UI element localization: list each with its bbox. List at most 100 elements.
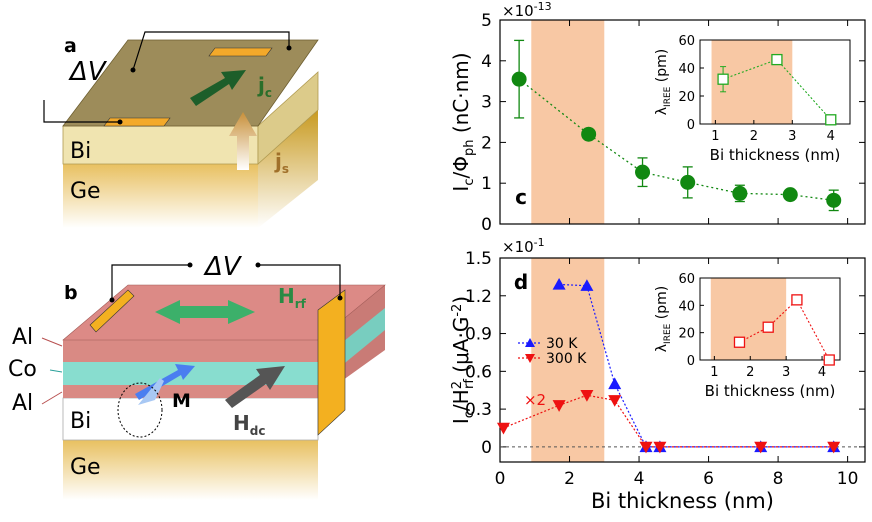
plot-frame	[499, 19, 866, 225]
y-tick-label: 2	[481, 133, 492, 153]
al-bottom-label: Al	[12, 391, 33, 416]
y-tick-label: 1.2	[465, 287, 492, 307]
ge-side-a	[258, 110, 318, 228]
inset-x-tick-label: 1	[711, 129, 719, 144]
plot-frame	[699, 39, 851, 125]
jc-label: jc	[257, 73, 272, 100]
al-top-label: Al	[12, 325, 33, 350]
inset-point-2	[791, 294, 803, 306]
inset-x-tick-label: 3	[782, 365, 790, 380]
al-top-layer	[63, 340, 318, 362]
inset-point-3	[823, 354, 835, 366]
js-label: js	[274, 149, 289, 176]
shaded-region	[710, 278, 787, 360]
ge-layer-b	[63, 440, 318, 500]
inset-point-1	[762, 321, 774, 333]
y-tick-label: 0.9	[465, 325, 492, 345]
chart-c: 0 1 2 3 4 5 ×10-13 Ic/Φph (nC·nm) c 0 20 40 60 1 2 3 4 Bi…	[449, 0, 866, 235]
annotation-x2: ×2	[524, 391, 546, 409]
inset-x-tick-label: 4	[827, 129, 835, 144]
series-0-point-0	[552, 277, 566, 290]
y-tick-label: 0	[481, 438, 492, 458]
legend-label-0: 30 K	[546, 336, 578, 352]
series-1-point-7	[827, 441, 841, 454]
inset-y-tick-label: 0	[687, 354, 695, 369]
wire-top-a	[132, 31, 290, 71]
legend-marker-0	[525, 338, 535, 347]
x-tick-label: 8	[773, 469, 784, 489]
shaded-region	[531, 20, 605, 224]
panel-a-schematic: a ΔV jc js Bi Ge	[43, 31, 319, 228]
series-0-point-2	[608, 377, 622, 390]
multiplier-label: ×10-1	[502, 236, 545, 256]
x-tick-label: 10	[837, 469, 859, 489]
data-point-5	[782, 187, 798, 203]
inset-x-label: Bi thickness (nm)	[710, 146, 841, 164]
top-surface-a	[62, 39, 319, 127]
electrode-top-a	[208, 47, 273, 57]
series-1-point-1	[552, 400, 566, 412]
inset-line	[739, 298, 830, 361]
inset-y-tick-label: 40	[678, 299, 695, 314]
precession-circle	[117, 382, 163, 438]
m-label: M	[172, 390, 191, 412]
inset-point-0	[733, 336, 746, 348]
data-point-3	[680, 174, 696, 190]
ge-label-a: Ge	[70, 179, 101, 204]
y-tick-label: 5	[481, 11, 492, 31]
voltage-label-a: ΔV	[68, 57, 108, 87]
y-tick-label: 3	[481, 93, 492, 113]
y-tick-label: 0.6	[465, 362, 492, 382]
y-tick-label: 4	[481, 52, 492, 72]
inset-y-label: λIREE (pm)	[654, 286, 673, 352]
data-point-2	[635, 164, 651, 180]
series-1-point-3	[608, 395, 622, 407]
series-1-point-2	[580, 390, 594, 402]
bi-side-a	[257, 71, 319, 165]
bi-layer-a	[62, 125, 259, 165]
hrf-label: Hrf	[278, 284, 307, 311]
x-tick-label: 0	[495, 469, 506, 489]
x-tick-label: 6	[703, 469, 714, 489]
data-point-6	[826, 192, 842, 208]
y-tick-label: 1.5	[465, 249, 492, 269]
panel-letter-b: b	[64, 282, 78, 304]
hrf-arrow	[155, 300, 255, 324]
inset-y-tick-label: 20	[678, 327, 695, 342]
plot-frame	[699, 277, 841, 361]
inset-y-tick-label: 40	[678, 62, 695, 77]
bi-label-b: Bi	[70, 409, 91, 434]
js-arrow	[229, 112, 257, 170]
data-point-1	[581, 126, 597, 142]
y-tick-label: 1	[481, 174, 492, 194]
series-1-point-6	[754, 441, 768, 454]
x-tick-label: 2	[564, 469, 575, 489]
panel-letter-a: a	[64, 35, 77, 57]
series-0-point-1	[580, 279, 594, 291]
inset-x-tick-label: 3	[788, 129, 796, 144]
ge-layer-a	[63, 164, 258, 228]
inset-point-1	[771, 53, 783, 66]
inset-point-0	[717, 73, 729, 85]
x-tick-label: 4	[634, 469, 645, 489]
electrode-right-b	[317, 289, 346, 436]
y-axis-label: Ic/H2rf (μA·G-2)	[449, 296, 477, 424]
wire-bottom-a	[43, 100, 120, 123]
inset-y-tick-label: 20	[678, 90, 695, 105]
plot-frame	[499, 257, 866, 463]
legend-label-1: 300 K	[546, 351, 587, 367]
bi-label-a: Bi	[70, 139, 91, 164]
co-label: Co	[8, 357, 37, 382]
y-axis-label: Ic/Φph (nC·nm)	[449, 52, 477, 191]
inset-y-label: λIREE (pm)	[654, 49, 673, 115]
jc-arrow	[190, 70, 246, 106]
inset-y-tick-label: 60	[678, 34, 695, 49]
chart-d: 00.30.60.91.21.50 2 4 6 8 10×10-1Ic/H2rf (μA·…	[449, 236, 866, 513]
ge-label-b: Ge	[70, 455, 101, 480]
voltage-label-b: ΔV	[203, 252, 243, 282]
inset-x-tick-label: 1	[710, 365, 718, 380]
panel-b-schematic: b ΔV Hrf Hdc M Al Co Al Bi Ge	[8, 252, 386, 500]
data-point-4	[732, 185, 748, 201]
panel-letter-d: d	[514, 270, 528, 294]
